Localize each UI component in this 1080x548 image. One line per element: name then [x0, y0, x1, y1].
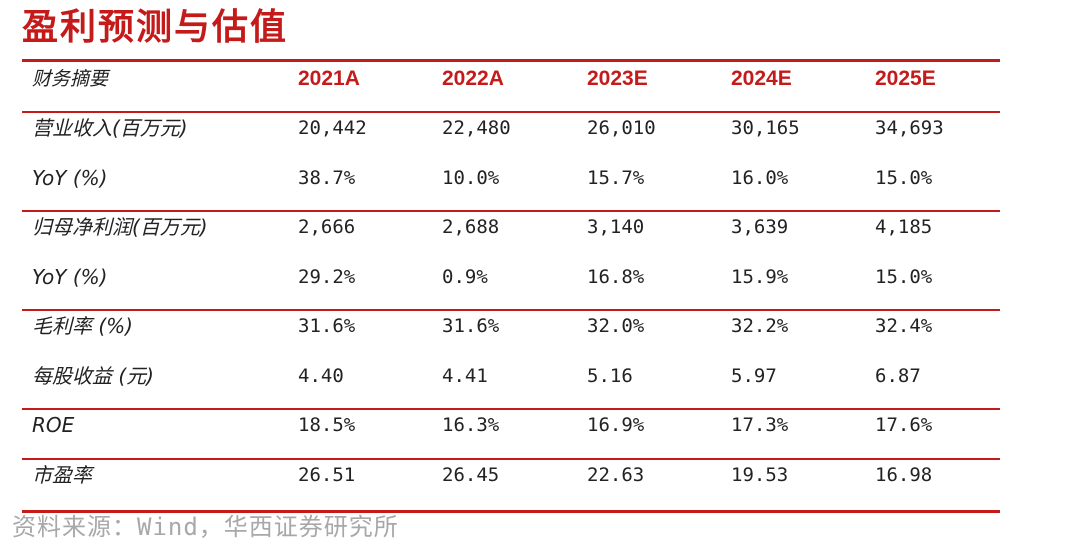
table-row: YoY (%) 38.7% 10.0% 15.7% 16.0% 15.0%	[22, 161, 1000, 195]
row-value: 16.98	[875, 464, 933, 486]
table-header-row: 财务摘要 2021A 2022A 2023E 2024E 2025E	[22, 62, 1000, 96]
row-value: 15.9%	[731, 266, 789, 288]
bottom-rule	[22, 510, 1000, 513]
row-value: 5.97	[731, 365, 777, 387]
row-value: 0.9%	[442, 266, 488, 288]
row-value: 19.53	[731, 464, 789, 486]
row-value: 16.9%	[587, 414, 645, 436]
row-value: 17.3%	[731, 414, 789, 436]
row-value: 31.6%	[298, 315, 356, 337]
row-value: 15.0%	[875, 167, 933, 189]
row-label: 归母净利润(百万元)	[32, 215, 208, 239]
row-value: 20,442	[298, 117, 367, 139]
row-value: 16.3%	[442, 414, 500, 436]
page-title: 盈利预测与估值	[22, 6, 289, 48]
row-value: 16.0%	[731, 167, 789, 189]
row-value: 29.2%	[298, 266, 356, 288]
row-value: 2,688	[442, 216, 500, 238]
row-label: ROE	[32, 413, 75, 437]
section-rule-3	[22, 408, 1000, 410]
row-value: 3,639	[731, 216, 789, 238]
row-label: YoY (%)	[32, 166, 108, 190]
table-row: 归母净利润(百万元) 2,666 2,688 3,140 3,639 4,185	[22, 210, 1000, 244]
table-row: ROE 18.5% 16.3% 16.9% 17.3% 17.6%	[22, 408, 1000, 442]
row-label: 营业收入(百万元)	[32, 116, 188, 140]
table-row: 每股收益 (元) 4.40 4.41 5.16 5.97 6.87	[22, 359, 1000, 393]
row-value: 22,480	[442, 117, 511, 139]
row-label: 每股收益 (元)	[32, 364, 154, 388]
row-value: 10.0%	[442, 167, 500, 189]
row-value: 26.45	[442, 464, 500, 486]
table-row: YoY (%) 29.2% 0.9% 16.8% 15.9% 15.0%	[22, 260, 1000, 294]
row-value: 4.40	[298, 365, 344, 387]
row-value: 31.6%	[442, 315, 500, 337]
header-year: 2025E	[875, 67, 936, 90]
top-rule	[22, 59, 1000, 62]
header-year: 2023E	[587, 67, 648, 90]
section-rule-4	[22, 458, 1000, 460]
row-value: 34,693	[875, 117, 944, 139]
table-row: 毛利率 (%) 31.6% 31.6% 32.0% 32.2% 32.4%	[22, 309, 1000, 343]
row-value: 6.87	[875, 365, 921, 387]
row-value: 15.7%	[587, 167, 645, 189]
table-row: 营业收入(百万元) 20,442 22,480 26,010 30,165 34…	[22, 111, 1000, 145]
row-label: 毛利率 (%)	[32, 314, 133, 338]
section-rule-2	[22, 309, 1000, 311]
table-row: 市盈率 26.51 26.45 22.63 19.53 16.98	[22, 458, 1000, 492]
row-value: 3,140	[587, 216, 645, 238]
row-value: 4.41	[442, 365, 488, 387]
header-year: 2022A	[442, 67, 504, 90]
header-label: 财务摘要	[32, 68, 109, 90]
source-note: 资料来源：Wind，华西证券研究所	[12, 513, 399, 541]
row-value: 32.4%	[875, 315, 933, 337]
row-label: YoY (%)	[32, 265, 108, 289]
row-value: 38.7%	[298, 167, 356, 189]
section-rule-1	[22, 210, 1000, 212]
row-value: 4,185	[875, 216, 933, 238]
row-value: 32.0%	[587, 315, 645, 337]
header-rule	[22, 111, 1000, 113]
row-value: 17.6%	[875, 414, 933, 436]
row-value: 22.63	[587, 464, 645, 486]
row-value: 18.5%	[298, 414, 356, 436]
row-value: 26.51	[298, 464, 356, 486]
row-value: 26,010	[587, 117, 656, 139]
row-value: 5.16	[587, 365, 633, 387]
row-value: 30,165	[731, 117, 800, 139]
row-value: 16.8%	[587, 266, 645, 288]
header-year: 2024E	[731, 67, 792, 90]
header-year: 2021A	[298, 67, 360, 90]
row-value: 15.0%	[875, 266, 933, 288]
row-label: 市盈率	[32, 463, 92, 487]
row-value: 32.2%	[731, 315, 789, 337]
row-value: 2,666	[298, 216, 356, 238]
